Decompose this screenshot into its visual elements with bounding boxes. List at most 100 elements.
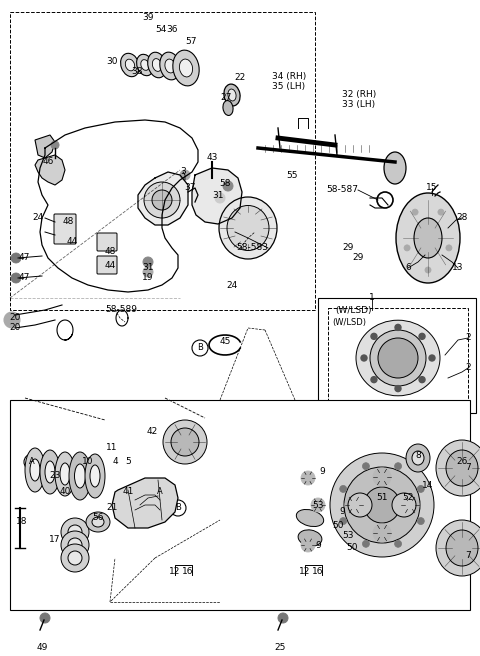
Text: 30: 30 xyxy=(106,58,118,66)
Text: 29: 29 xyxy=(352,253,364,262)
Ellipse shape xyxy=(224,84,240,106)
Ellipse shape xyxy=(69,452,91,500)
Circle shape xyxy=(417,518,424,525)
Circle shape xyxy=(223,181,233,191)
Text: 56: 56 xyxy=(92,514,104,522)
Ellipse shape xyxy=(45,461,55,483)
Text: 54: 54 xyxy=(156,26,167,35)
Text: 20: 20 xyxy=(9,323,21,333)
Polygon shape xyxy=(192,168,242,224)
Ellipse shape xyxy=(384,152,406,184)
Text: 36: 36 xyxy=(166,26,178,35)
Ellipse shape xyxy=(90,465,100,487)
Bar xyxy=(10,400,470,610)
Ellipse shape xyxy=(436,520,480,576)
Text: 24: 24 xyxy=(32,213,44,222)
Text: 40: 40 xyxy=(60,487,71,497)
Polygon shape xyxy=(138,172,188,225)
Ellipse shape xyxy=(296,510,324,527)
Circle shape xyxy=(412,209,418,215)
Ellipse shape xyxy=(61,518,89,546)
Ellipse shape xyxy=(74,464,85,488)
Text: 16: 16 xyxy=(182,567,194,577)
Text: 45: 45 xyxy=(219,337,231,346)
Circle shape xyxy=(425,267,431,273)
Ellipse shape xyxy=(171,428,199,456)
Ellipse shape xyxy=(141,60,149,70)
Text: 31: 31 xyxy=(212,192,224,201)
Ellipse shape xyxy=(414,218,442,258)
Circle shape xyxy=(301,538,315,552)
Text: 24: 24 xyxy=(227,281,238,289)
Text: 48: 48 xyxy=(104,247,116,256)
Text: 34 (RH): 34 (RH) xyxy=(272,72,306,81)
Text: 46: 46 xyxy=(43,157,54,167)
Text: 52: 52 xyxy=(402,493,414,502)
FancyBboxPatch shape xyxy=(54,214,76,244)
Circle shape xyxy=(362,541,370,547)
Text: 18: 18 xyxy=(16,518,28,527)
Circle shape xyxy=(362,462,370,470)
Text: 1: 1 xyxy=(369,293,375,302)
Text: 12: 12 xyxy=(300,567,311,577)
Ellipse shape xyxy=(392,493,416,517)
Text: 27: 27 xyxy=(220,94,232,102)
Circle shape xyxy=(345,496,363,514)
Circle shape xyxy=(143,267,153,277)
Ellipse shape xyxy=(137,54,154,75)
Text: 13: 13 xyxy=(452,264,464,272)
Ellipse shape xyxy=(436,440,480,496)
Text: 43: 43 xyxy=(206,154,218,163)
Ellipse shape xyxy=(228,89,236,101)
Text: 28: 28 xyxy=(456,213,468,222)
Text: 12: 12 xyxy=(169,567,180,577)
Circle shape xyxy=(371,333,377,339)
Circle shape xyxy=(417,485,424,493)
Circle shape xyxy=(419,333,425,339)
Ellipse shape xyxy=(446,450,478,486)
Text: A: A xyxy=(157,487,163,497)
Circle shape xyxy=(340,485,347,493)
Text: 16: 16 xyxy=(312,567,324,577)
Text: 22: 22 xyxy=(234,73,246,83)
Text: 20: 20 xyxy=(9,314,21,323)
Ellipse shape xyxy=(86,512,110,532)
Circle shape xyxy=(340,518,347,525)
Text: B: B xyxy=(197,344,203,352)
Text: 4: 4 xyxy=(112,457,118,466)
Circle shape xyxy=(373,524,391,542)
Text: 44: 44 xyxy=(66,237,78,247)
FancyBboxPatch shape xyxy=(97,233,117,251)
Ellipse shape xyxy=(370,330,426,386)
Text: 33 (LH): 33 (LH) xyxy=(342,100,375,108)
Text: 55: 55 xyxy=(286,171,298,180)
Text: 48: 48 xyxy=(62,218,74,226)
Ellipse shape xyxy=(120,53,139,77)
Text: A: A xyxy=(29,457,35,466)
Circle shape xyxy=(395,541,402,547)
Ellipse shape xyxy=(446,530,478,566)
Ellipse shape xyxy=(344,467,420,543)
Ellipse shape xyxy=(68,525,82,539)
Ellipse shape xyxy=(330,453,434,557)
Ellipse shape xyxy=(219,197,277,259)
Circle shape xyxy=(429,355,435,361)
Text: 35 (LH): 35 (LH) xyxy=(272,81,305,91)
FancyBboxPatch shape xyxy=(97,256,117,274)
Text: 42: 42 xyxy=(146,428,157,436)
Text: 7: 7 xyxy=(465,464,471,472)
Text: 31: 31 xyxy=(142,264,154,272)
Ellipse shape xyxy=(144,182,180,218)
Text: 44: 44 xyxy=(104,260,116,270)
Circle shape xyxy=(143,257,153,267)
Circle shape xyxy=(4,312,20,328)
Ellipse shape xyxy=(25,448,45,492)
Text: (W/LSD): (W/LSD) xyxy=(335,306,372,314)
Text: 32 (RH): 32 (RH) xyxy=(342,89,376,98)
Circle shape xyxy=(40,613,50,623)
Ellipse shape xyxy=(152,58,162,72)
Ellipse shape xyxy=(40,450,60,494)
Circle shape xyxy=(404,245,410,251)
Circle shape xyxy=(180,170,190,180)
Ellipse shape xyxy=(378,338,418,378)
